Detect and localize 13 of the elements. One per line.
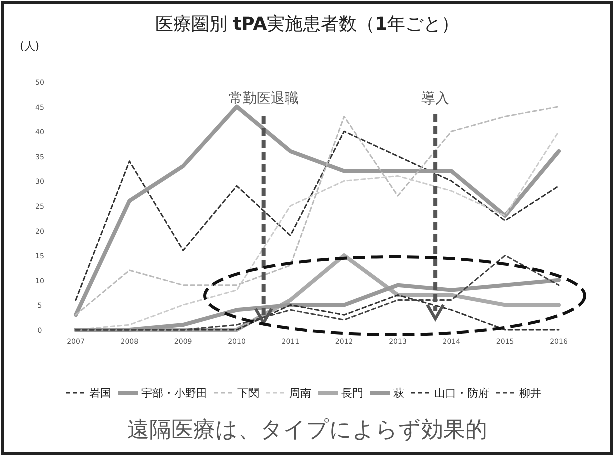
legend-label: 長門 (342, 387, 364, 400)
legend-label: 萩 (394, 387, 404, 400)
annotation: 常勤医退職 (228, 91, 299, 107)
legend-label: 周南 (290, 387, 312, 400)
legend-label: 柳井 (520, 387, 542, 400)
legend-label: 岩国 (90, 387, 112, 400)
text: 遠隔医療は、タイプによらず効果的 (128, 418, 488, 443)
annotation: 導入 (422, 91, 450, 107)
legend-label: 山口・防府 (434, 387, 490, 400)
chart-title: 医療圏別 tPA実施患者数（1年ごと） (155, 14, 460, 35)
legend-label: 宇部・小野田 (142, 387, 208, 400)
legend-label: 下関 (238, 387, 260, 400)
y-axis-title: (人) (20, 40, 40, 53)
